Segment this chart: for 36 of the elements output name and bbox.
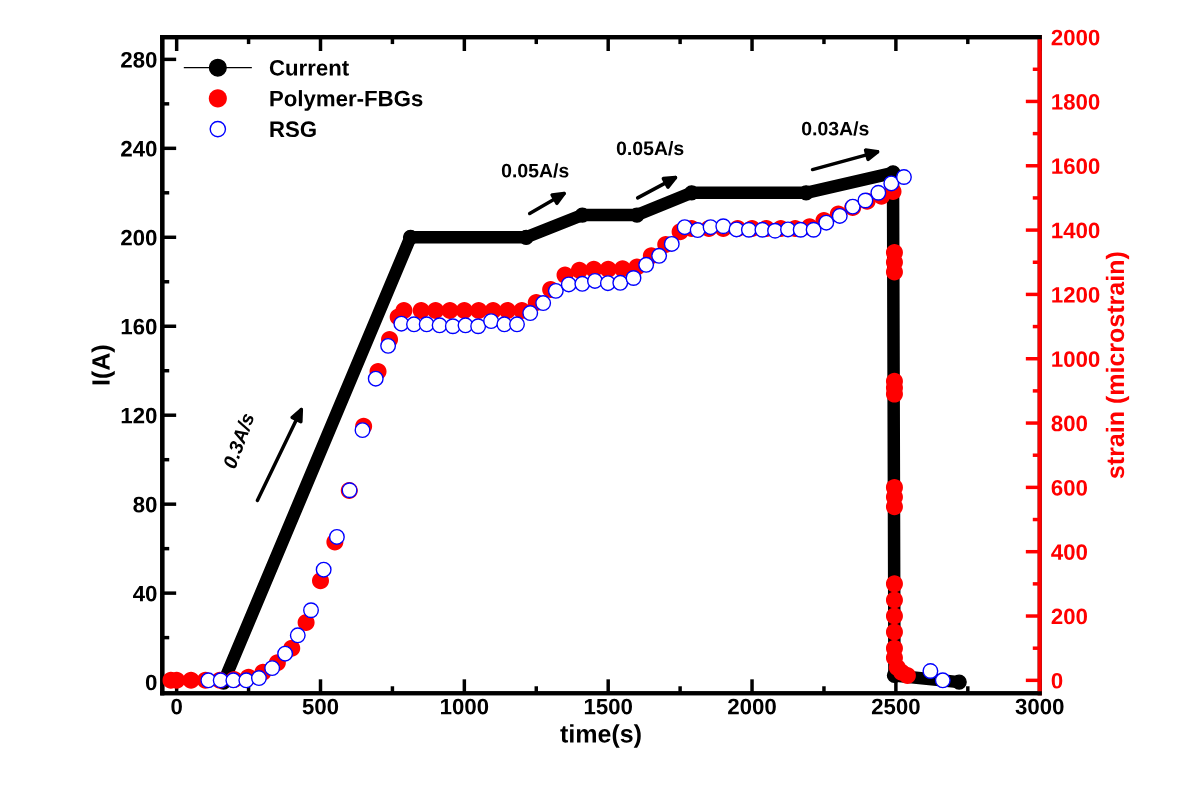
annotation: 0.05A/s [501,163,569,178]
y-tick-label: 80 [133,496,157,513]
x-tick-label: 0 [171,698,182,715]
y-tick-label: 0 [145,674,157,691]
y-tick-label: 240 [121,140,157,157]
y2-axis-title: strain (microstrain) [1105,252,1130,479]
y-tick-label: 280 [121,51,157,68]
x-tick-label: 3000 [1015,698,1064,715]
legend-label: Polymer-FBGs [270,90,423,111]
x-tick-label: 1500 [584,698,632,715]
x-tick-label: 500 [302,698,339,715]
y2-tick-label: 1000 [1052,351,1100,368]
annotation: 0.03A/s [802,121,869,136]
y2-tick-label: 1200 [1052,286,1100,303]
annotation: 0.05A/s [616,140,684,156]
legend-label: Current [269,59,349,76]
annotation: 0.3A/s [222,411,255,470]
y-tick-label: 40 [133,585,157,602]
legend-label: RSG [270,121,316,138]
x-axis-title: time(s) [560,724,641,748]
y-tick-label: 120 [121,407,157,424]
y-tick-label: 160 [121,318,157,335]
y-axis-title: I(A) [91,345,115,385]
x-tick-label: 2000 [728,698,776,715]
y2-tick-label: 800 [1051,415,1088,432]
x-tick-label: 1000 [441,698,489,715]
y2-tick-label: 200 [1051,608,1088,625]
y2-tick-label: 600 [1051,479,1088,496]
y2-tick-label: 1400 [1052,222,1100,239]
y-tick-label: 200 [121,229,157,246]
x-tick-label: 2500 [871,698,920,715]
y2-tick-label: 2000 [1051,29,1100,46]
y2-tick-label: 1600 [1052,158,1100,175]
y2-tick-label: 0 [1051,672,1063,689]
y2-tick-label: 400 [1051,544,1088,560]
y2-tick-label: 1800 [1052,93,1100,110]
